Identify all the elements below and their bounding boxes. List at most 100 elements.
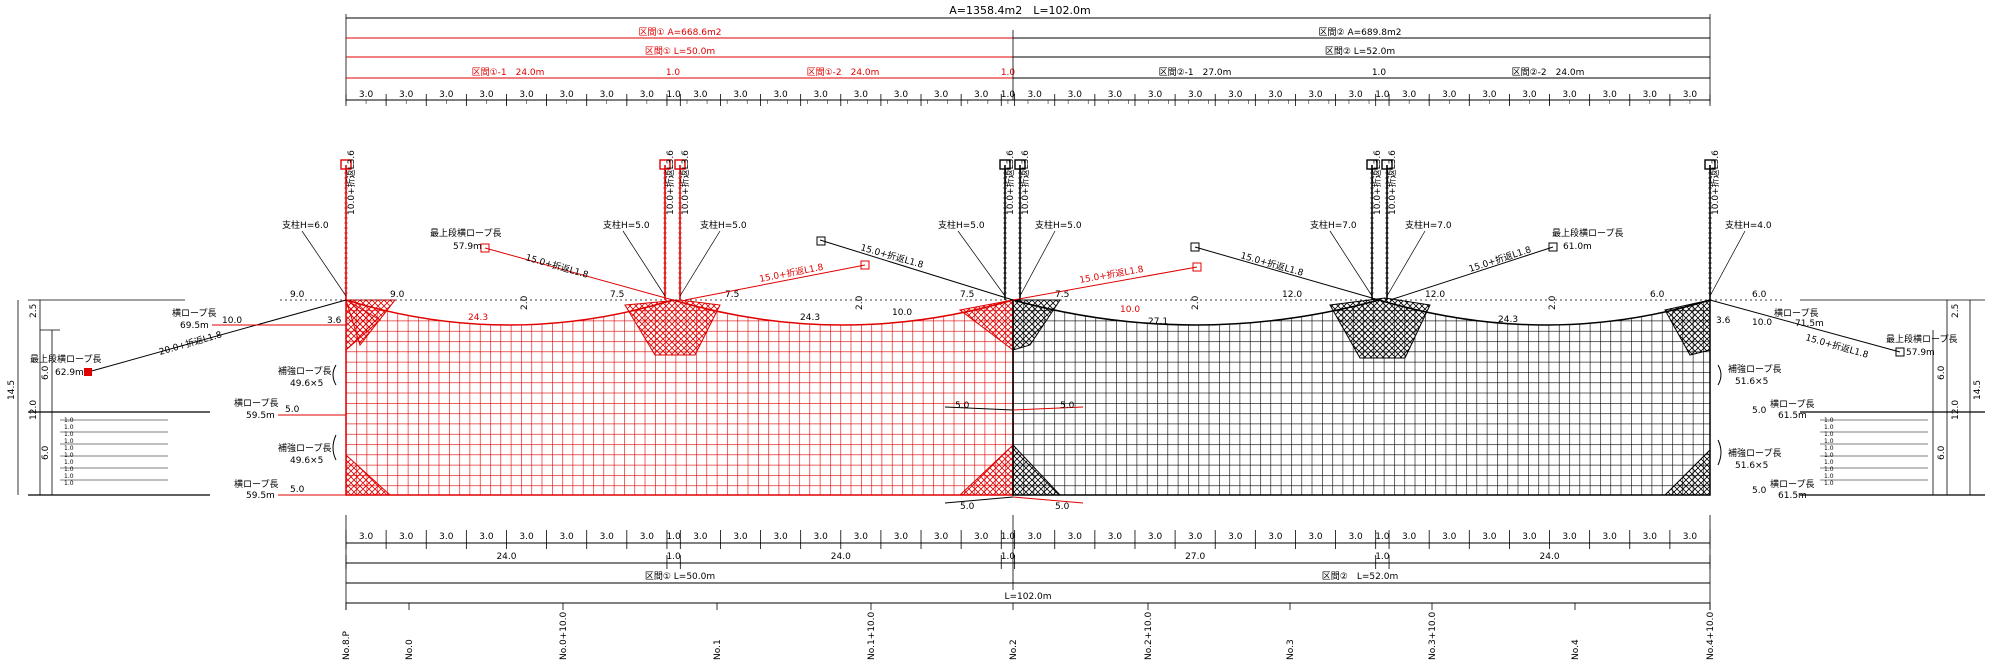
top-pitch-label-33: 3.0 (1603, 90, 1618, 100)
left-ladder-tick-1: 1.0 (64, 424, 74, 431)
bottom-pitch-label-30: 3.0 (1482, 532, 1497, 542)
bottom-pitch-label-33: 3.0 (1603, 532, 1618, 542)
side-dimensions-left: 14.5 2.5 12.0 6.0 6.0 1.01.01.01.01.01.0… (7, 299, 210, 496)
bottom-pitch-label-22: 3.0 (1188, 532, 1203, 542)
side-left-2-5: 2.5 (29, 304, 39, 318)
right-ladder-tick-1: 1.0 (1824, 424, 1834, 431)
top-pitch-label-7: 3.0 (640, 90, 655, 100)
mid-5-right-b: 5.0 (1752, 486, 1767, 496)
station-label-0: No.8.P (342, 630, 352, 660)
side-left-6-0b: 6.0 (41, 445, 51, 460)
side-right-6-0b: 6.0 (1937, 445, 1947, 460)
top-pitch-label-25: 3.0 (1308, 90, 1323, 100)
bottom-total: L=102.0m (1004, 592, 1051, 602)
sag-2-0-a: 2.0 (520, 295, 530, 310)
bottom-pitch-label-35: 3.0 (1683, 532, 1698, 542)
horiz-left1-title: 横ロープ長 (172, 307, 216, 319)
span-6-b: 6.0 (1752, 290, 1767, 300)
span-10-left: 10.0 (222, 316, 242, 326)
top-pitch-label-18: 3.0 (1028, 90, 1043, 100)
gap-label-2: 1.0 (1001, 68, 1016, 78)
span-7-5-c: 7.5 (960, 290, 974, 300)
station-labels: No.8.P No.0 No.0+10.0 No.1 No.1+10.0 No.2 No.2… (342, 603, 1716, 660)
mid-5-right-a: 5.0 (1752, 406, 1767, 416)
top-pitch-label-34: 3.0 (1643, 90, 1658, 100)
section1-sub2: 区間①-2 24.0m (807, 67, 880, 78)
post-label-4: 支柱H=5.0 (1035, 219, 1082, 231)
post-label-7: 支柱H=4.0 (1725, 219, 1772, 231)
bottom-seg-label-6: 24.0 (1540, 552, 1560, 562)
post-rope-label-7: 10.0+折返L3.6 (1709, 150, 1721, 215)
bottom-pitch-label-4: 3.0 (519, 532, 534, 542)
bottom-section1: 区間① L=50.0m (645, 571, 715, 582)
bottom-pitch-label-19: 3.0 (1068, 532, 1083, 542)
left-top-rope-len: 62.9m (55, 368, 84, 378)
reinf-right-len: 51.6×5 (1735, 377, 1768, 387)
post-rope-label-6: 10.0+折返L3.6 (1386, 150, 1398, 215)
station-label-7: No.3 (1286, 639, 1296, 660)
top-pitch-row: 3.0 3.0 3.0 3.0 3.0 3.0 3.0 3.0 1.0 3.0 3.0 3.0 3.0 3… (345, 90, 1711, 106)
top-pitch-label-27: 1.0 (1375, 90, 1390, 100)
side-3-6-right: 3.6 (1716, 316, 1731, 326)
left-top-rope-title: 最上段横ロープ長 (30, 353, 101, 365)
bottom-pitch-label-8: 1.0 (666, 532, 681, 542)
bottom-pitch-label-29: 3.0 (1442, 532, 1457, 542)
side-left-12-0: 12.0 (29, 400, 39, 420)
mid-5-center-c: 5.0 (960, 502, 975, 512)
station-label-8: No.3+10.0 (1428, 611, 1438, 660)
bottom-pitch-label-9: 3.0 (693, 532, 708, 542)
side-dimensions-right: 14.5 2.5 12.0 6.0 6.0 1.01.01.01.01.01.0… (1800, 299, 1985, 496)
bottom-pitch-label-31: 3.0 (1522, 532, 1537, 542)
post-label-1: 支柱H=5.0 (603, 219, 650, 231)
right-top-rope-title: 最上段横ロープ長 (1886, 333, 1957, 345)
bottom-pitch-label-26: 3.0 (1348, 532, 1363, 542)
top-pitch-label-17: 1.0 (1001, 90, 1016, 100)
horiz-right2-len: 61.5m (1778, 411, 1807, 421)
top-pitch-label-1: 3.0 (399, 90, 414, 100)
top-pitch-label-19: 3.0 (1068, 90, 1083, 100)
reinf-left2-len: 49.6×5 (290, 456, 323, 466)
bottom-pitch-label-6: 3.0 (600, 532, 615, 542)
top-pitch-label-14: 3.0 (894, 90, 909, 100)
horiz-left2-title: 横ロープ長 (234, 397, 278, 409)
bottom-seg-label-3: 1.0 (1001, 552, 1016, 562)
right-ladder-tick-0: 1.0 (1824, 417, 1834, 424)
top-pitch-label-6: 3.0 (600, 90, 615, 100)
top-pitch-label-31: 3.0 (1522, 90, 1537, 100)
top-pitch-label-0: 3.0 (359, 90, 374, 100)
left-ladder-tick-8: 1.0 (64, 473, 74, 480)
span-10-mid-a: 10.0 (892, 308, 912, 318)
span-12-a: 12.0 (1282, 290, 1302, 300)
span-7-5-b: 7.5 (725, 290, 739, 300)
top-pitch-label-12: 3.0 (814, 90, 829, 100)
post-rope-label-5: 10.0+折返L3.6 (1371, 150, 1383, 215)
bottom-pitch-label-7: 3.0 (640, 532, 655, 542)
sag-27-1: 27.1 (1148, 317, 1168, 327)
section1-area: 区間① A=668.6m2 (639, 27, 722, 38)
station-label-4: No.1+10.0 (867, 611, 877, 660)
top-pitch-label-2: 3.0 (439, 90, 454, 100)
top-pitch-label-32: 3.0 (1562, 90, 1577, 100)
mid-5-left-a: 5.0 (285, 405, 300, 415)
bottom-pitch-label-20: 3.0 (1108, 532, 1123, 542)
top-pitch-label-8: 1.0 (666, 90, 681, 100)
bottom-pitch-label-12: 3.0 (814, 532, 829, 542)
top-pitch-label-3: 3.0 (479, 90, 494, 100)
right-ladder-tick-3: 1.0 (1824, 438, 1834, 445)
left-ladder-tick-3: 1.0 (64, 438, 74, 445)
top-pitch-label-35: 3.0 (1683, 90, 1698, 100)
span-12-b: 12.0 (1425, 290, 1445, 300)
right-ladder-tick-9: 1.0 (1824, 480, 1834, 487)
section2-sub2: 区間②-2 24.0m (1512, 67, 1585, 78)
top-pitch-label-29: 3.0 (1442, 90, 1457, 100)
station-label-9: No.4 (1571, 639, 1581, 660)
horiz-right3-title: 横ロープ長 (1770, 478, 1814, 490)
bottom-pitch-label-17: 1.0 (1001, 532, 1016, 542)
span-9-b: 9.0 (390, 290, 405, 300)
section2-sub1: 区間②-1 27.0m (1159, 67, 1232, 78)
bottom-pitch-label-25: 3.0 (1308, 532, 1323, 542)
span-6-a: 6.0 (1650, 290, 1665, 300)
top-pitch-label-22: 3.0 (1188, 90, 1203, 100)
horiz-left2-len: 59.5m (246, 411, 275, 421)
